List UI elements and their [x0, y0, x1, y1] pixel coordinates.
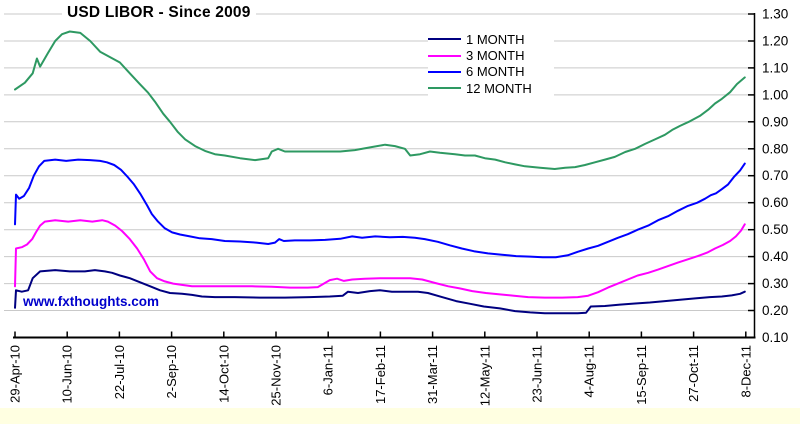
legend-label: 1 MONTH — [466, 31, 525, 47]
watermark-text: www.fxthoughts.com — [20, 294, 162, 309]
x-tick-label: 15-Sep-11 — [634, 345, 649, 405]
x-tick-label: 10-Jun-10 — [60, 345, 75, 404]
x-tick-label: 29-Apr-10 — [8, 345, 23, 403]
legend-item-12-month: 12 MONTH — [428, 80, 554, 96]
y-tick-label: 0.30 — [762, 276, 788, 291]
y-tick-label: 0.70 — [762, 168, 788, 183]
legend-line-swatch — [428, 54, 461, 57]
legend-line-swatch — [428, 70, 461, 73]
x-tick-label: 23-Jun-11 — [530, 345, 545, 403]
y-tick-label: 0.60 — [762, 195, 788, 210]
chart-title: USD LIBOR - Since 2009 — [62, 4, 256, 22]
x-tick-label: 17-Feb-11 — [373, 345, 388, 404]
y-tick-label: 0.40 — [762, 249, 788, 264]
y-tick-label: 0.10 — [762, 330, 788, 345]
series-line-12-month — [14, 30, 746, 170]
legend-label: 12 MONTH — [466, 80, 532, 96]
legend-line-swatch — [428, 38, 461, 41]
x-tick-label: 25-Nov-10 — [269, 345, 284, 406]
x-tick-label: 31-Mar-11 — [425, 345, 440, 404]
series-line-3-month — [14, 219, 746, 299]
legend-item-1-month: 1 MONTH — [428, 31, 554, 47]
legend: 1 MONTH 3 MONTH 6 MONTH 12 MONTH — [428, 30, 554, 98]
y-tick-label: 1.10 — [762, 60, 788, 75]
legend-label: 6 MONTH — [466, 64, 525, 80]
series-line-6-month — [14, 158, 746, 259]
legend-item-6-month: 6 MONTH — [428, 64, 554, 80]
legend-line-swatch — [428, 87, 461, 90]
x-tick-label: 14-Oct-10 — [216, 345, 231, 403]
x-tick-label: 22-Jul-10 — [112, 345, 127, 399]
y-tick-label: 1.00 — [762, 87, 788, 102]
legend-item-3-month: 3 MONTH — [428, 47, 554, 63]
y-tick-label: 0.20 — [762, 303, 788, 318]
y-tick-label: 1.20 — [762, 34, 788, 49]
x-tick-label: 4-Aug-11 — [582, 345, 597, 398]
y-tick-label: 0.50 — [762, 222, 788, 237]
x-tick-label: 12-May-11 — [477, 345, 492, 406]
legend-label: 3 MONTH — [466, 48, 525, 64]
y-tick-label: 0.80 — [762, 141, 788, 156]
x-tick-label: 27-Oct-11 — [686, 345, 701, 402]
x-tick-label: 2-Sep-10 — [164, 345, 179, 398]
x-tick-label: 6-Jan-11 — [321, 345, 336, 395]
x-tick-label: 8-Dec-11 — [738, 345, 753, 398]
y-tick-label: 0.90 — [762, 114, 788, 129]
y-tick-label: 1.30 — [762, 7, 788, 22]
footer-strip — [0, 408, 800, 424]
series-line-1-month — [14, 269, 746, 315]
